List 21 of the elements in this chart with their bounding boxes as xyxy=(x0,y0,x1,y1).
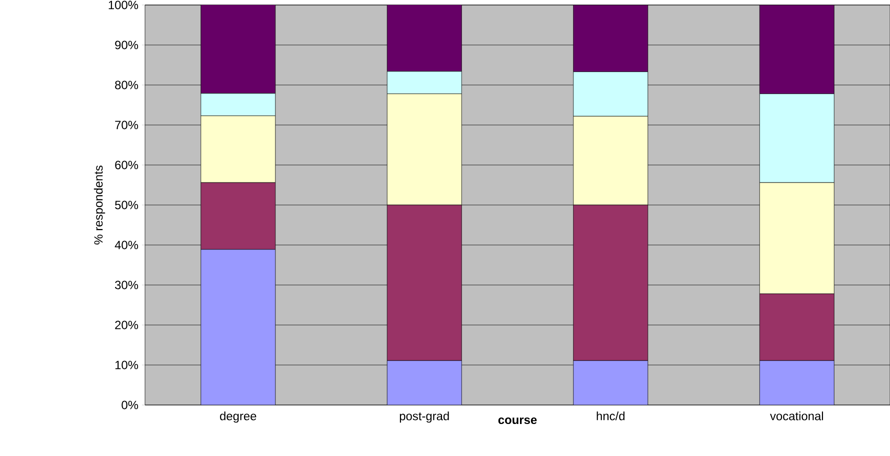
x-axis-title: course xyxy=(498,418,537,424)
y-tick-label: 30% xyxy=(115,280,138,290)
y-tick-label: 10% xyxy=(115,360,138,370)
y-tick-label: 70% xyxy=(115,120,138,130)
y-tick-label: 20% xyxy=(115,320,138,330)
bar xyxy=(759,360,834,405)
y-tick-label: 0% xyxy=(122,400,138,410)
x-tick-label: vocational xyxy=(770,412,823,420)
y-tick-label: 90% xyxy=(115,40,138,50)
bar xyxy=(573,360,648,405)
y-tick-label: 100% xyxy=(108,0,138,10)
bar xyxy=(200,249,276,405)
x-tick-label: post-grad xyxy=(400,412,449,423)
y-tick-label: 80% xyxy=(115,80,138,90)
bar xyxy=(386,360,462,405)
y-tick-label: 60% xyxy=(115,160,138,170)
y-tick-label: 40% xyxy=(114,240,138,250)
x-tick-label: hnc/d xyxy=(596,412,624,420)
x-tick-label: degree xyxy=(220,412,256,423)
y-tick-label: 50% xyxy=(115,200,138,210)
y-axis-title: % respondents xyxy=(94,166,106,244)
